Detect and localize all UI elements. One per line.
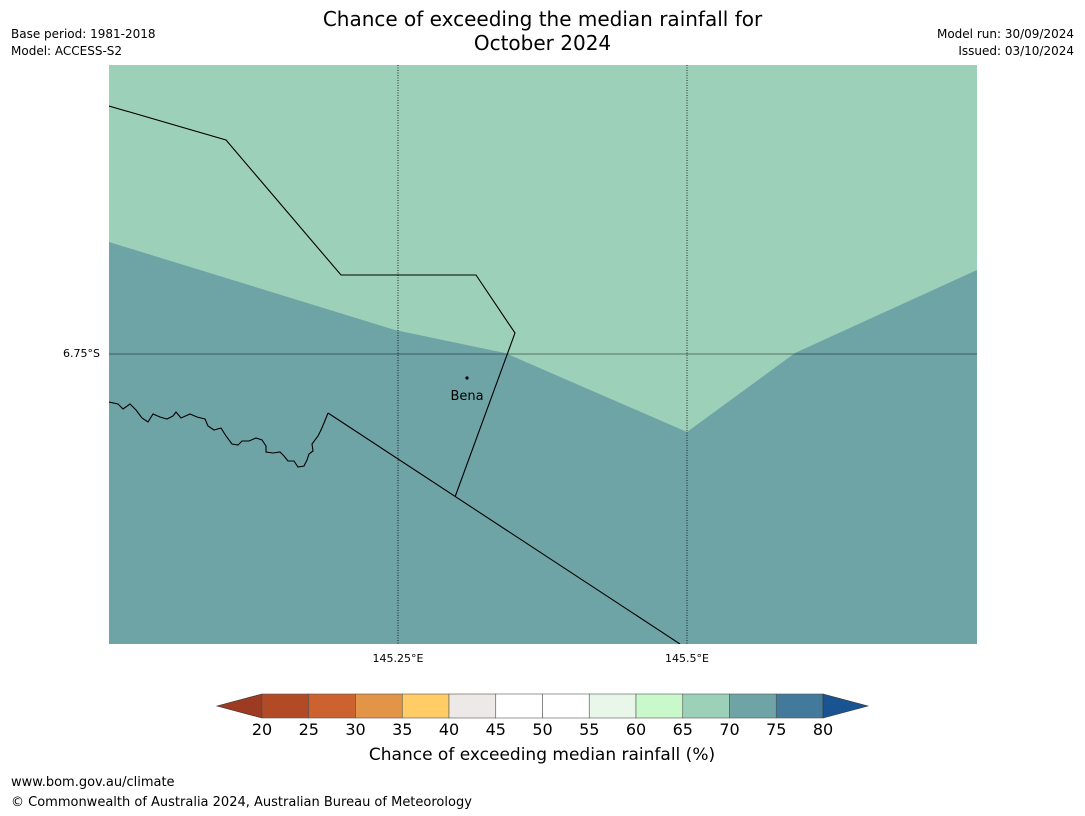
colorbar-swatch [308, 693, 356, 719]
colorbar-swatch [261, 693, 310, 719]
province-border-south [327, 412, 681, 644]
colorbar-tick-label: 50 [532, 720, 553, 739]
colorbar-tick-label: 45 [485, 720, 506, 739]
model-name: Model: ACCESS-S2 [11, 44, 123, 58]
colorbar-swatch [495, 693, 543, 719]
colorbar [215, 693, 870, 719]
colorbar-tick-label: 20 [251, 720, 273, 739]
colorbar-swatch [588, 693, 637, 719]
meta-right: Model run: 30/09/2024 Issued: 03/10/2024 [937, 26, 1074, 60]
shade-65-70 [109, 65, 977, 432]
map-area [109, 65, 977, 644]
lon-label-145-25: 145.25°E [372, 652, 424, 665]
colorbar-extend-high [822, 693, 870, 719]
colorbar-extend-low [215, 693, 263, 719]
title-line-2: October 2024 [473, 31, 612, 55]
place-label-bena: Bena [450, 389, 484, 404]
lon-label-145-5: 145.5°E [665, 652, 709, 665]
province-border [109, 105, 516, 498]
title-line-1: Chance of exceeding the median rainfall … [322, 7, 763, 31]
colorbar-swatch [542, 693, 590, 719]
colorbar-swatch [729, 693, 777, 719]
footer-url: www.bom.gov.au/climate [11, 775, 175, 790]
colorbar-swatch [401, 693, 450, 719]
colorbar-tick-label: 70 [719, 720, 740, 739]
colorbar-tick-label: 65 [672, 720, 693, 739]
colorbar-label: Chance of exceeding median rainfall (%) [368, 745, 716, 765]
chart-title: Chance of exceeding the median rainfall … [0, 7, 1085, 55]
colorbar-tick-label: 55 [579, 720, 600, 739]
bena-marker [465, 376, 469, 380]
colorbar-tick-label: 30 [345, 720, 366, 739]
issued-date: Issued: 03/10/2024 [958, 44, 1074, 58]
lat-label: 6.75°S [63, 347, 100, 360]
colorbar-swatch [682, 693, 730, 719]
colorbar-tick-label: 25 [298, 720, 319, 739]
colorbar-tick-label: 75 [766, 720, 787, 739]
colorbar-swatch [635, 693, 684, 719]
model-run: Model run: 30/09/2024 [936, 27, 1074, 41]
colorbar-tick-label: 80 [812, 720, 834, 739]
meta-left: Base period: 1981-2018 Model: ACCESS-S2 [11, 26, 156, 60]
colorbar-tick-label: 60 [625, 720, 647, 739]
colorbar-tick-label: 35 [392, 720, 413, 739]
base-period: Base period: 1981-2018 [11, 27, 156, 41]
colorbar-tick-label: 40 [438, 720, 460, 739]
footer-copyright: © Commonwealth of Australia 2024, Austra… [11, 795, 472, 810]
district-border-west [109, 401, 329, 468]
colorbar-swatch [775, 693, 824, 719]
colorbar-swatch [448, 693, 497, 719]
colorbar-swatch [355, 693, 403, 719]
